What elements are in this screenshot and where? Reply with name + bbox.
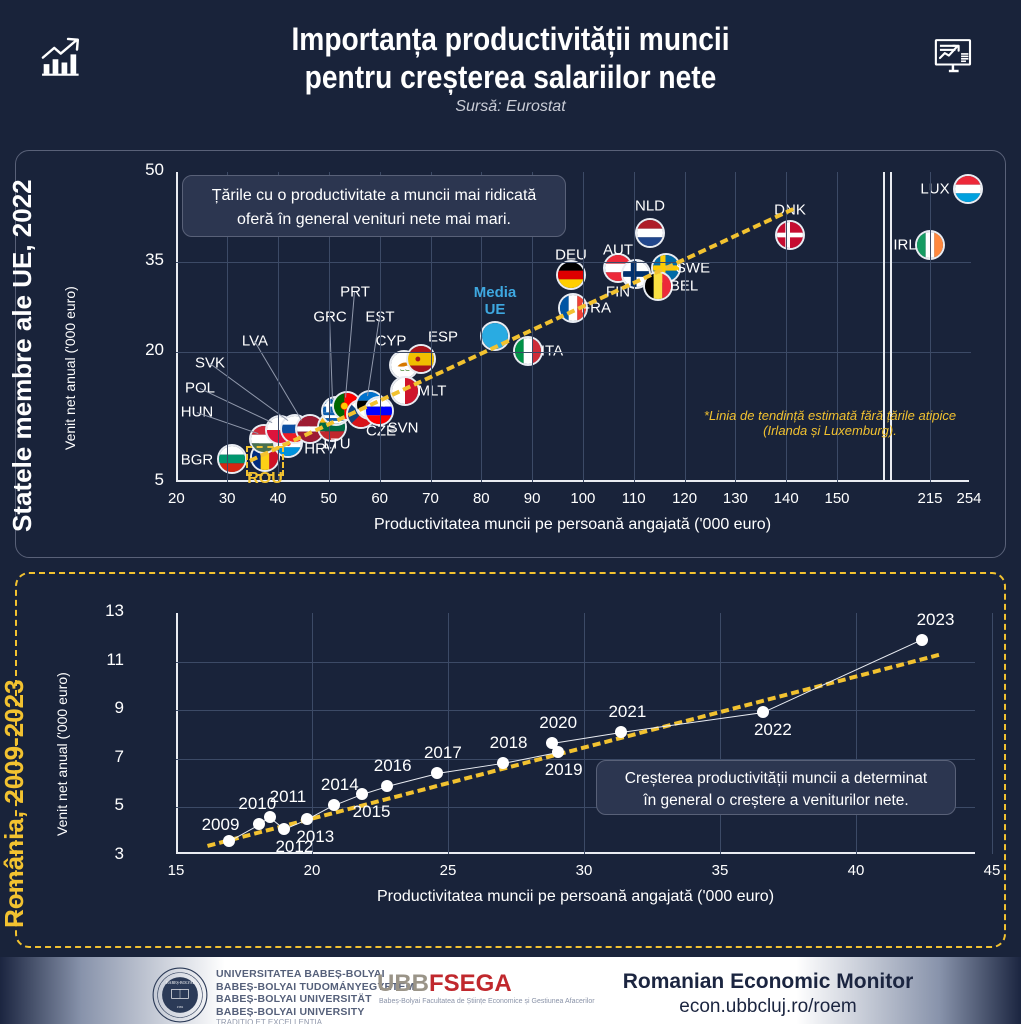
svg-text:BABEȘ-BOLYAI: BABEȘ-BOLYAI — [166, 981, 195, 985]
svg-text:1581: 1581 — [177, 1005, 184, 1009]
